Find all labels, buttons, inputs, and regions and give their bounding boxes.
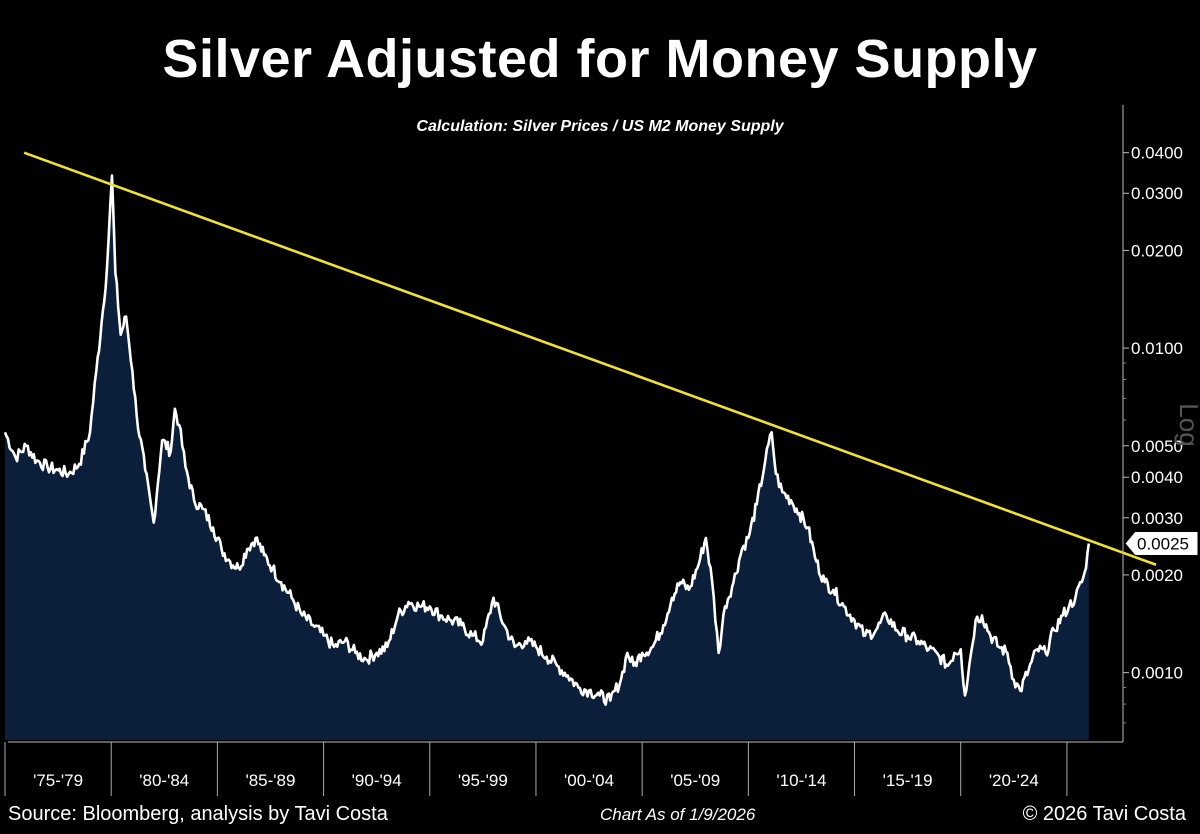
y-tick-label: 0.0020 (1131, 566, 1183, 585)
x-tick-label: '90-'94 (352, 771, 402, 790)
y-tick-label: 0.0200 (1131, 241, 1183, 260)
current-value-tag (1124, 530, 1199, 556)
y-tick-label: 0.0030 (1131, 509, 1183, 528)
scale-type-label: Log (1174, 403, 1200, 446)
y-tick-label: 0.0040 (1131, 468, 1183, 487)
x-tick-label: '80-'84 (139, 771, 189, 790)
x-tick-label: '00-'04 (564, 771, 614, 790)
chart-date-note: Chart As of 1/9/2026 (600, 805, 756, 824)
x-tick-label: '15-'19 (883, 771, 933, 790)
current-value-label: 0.0025 (1137, 534, 1189, 553)
x-tick-label: '75-'79 (33, 771, 83, 790)
y-tick-label: 0.0010 (1131, 664, 1183, 683)
y-tick-label: 0.0400 (1131, 144, 1183, 163)
series-line (3, 174, 1091, 706)
chart-title: Silver Adjusted for Money Supply (162, 29, 1038, 89)
y-tick-label: 0.0300 (1131, 184, 1183, 203)
series-area (5, 175, 1089, 741)
x-tick-label: '95-'99 (458, 771, 508, 790)
axes: 0.0010 0.0020 0.0030 0.0040 0.0050 0.0100 0.02… (4, 105, 1200, 796)
copyright-note: © 2026 Tavi Costa (1022, 803, 1186, 825)
trendline (23, 151, 1157, 566)
y-tick-label: 0.0100 (1131, 339, 1183, 358)
x-tick-label: '20-'24 (989, 771, 1039, 790)
x-tick-label: '05-'09 (670, 771, 720, 790)
x-tick-label: '10-'14 (776, 771, 826, 790)
y-tick-label: 0.0050 (1131, 437, 1183, 456)
x-tick-label: '85-'89 (245, 771, 295, 790)
chart-subtitle: Calculation: Silver Prices / US M2 Money… (416, 118, 784, 135)
source-note: Source: Bloomberg, analysis by Tavi Cost… (8, 803, 388, 825)
plot-area (3, 151, 1157, 741)
